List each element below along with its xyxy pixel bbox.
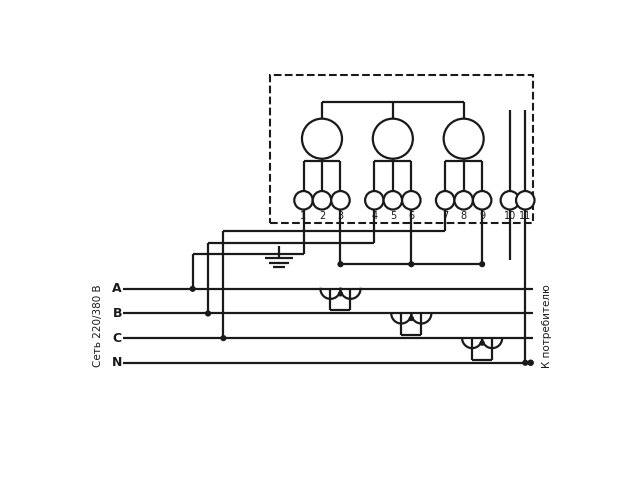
Circle shape	[516, 191, 534, 210]
Text: 4: 4	[371, 212, 378, 221]
Circle shape	[294, 191, 313, 210]
Text: 9: 9	[479, 212, 485, 221]
Circle shape	[479, 261, 485, 268]
Text: 5: 5	[390, 212, 396, 221]
Text: 11: 11	[519, 212, 531, 221]
Text: 8: 8	[461, 212, 466, 221]
Circle shape	[408, 261, 415, 268]
Circle shape	[373, 119, 413, 159]
Circle shape	[528, 360, 534, 366]
Circle shape	[473, 191, 491, 210]
Circle shape	[528, 360, 534, 366]
Circle shape	[455, 191, 473, 210]
Text: B: B	[112, 307, 122, 320]
Circle shape	[331, 191, 350, 210]
Circle shape	[500, 191, 519, 210]
Circle shape	[436, 191, 455, 210]
Circle shape	[205, 310, 211, 317]
Text: 3: 3	[337, 212, 344, 221]
Circle shape	[444, 119, 484, 159]
Circle shape	[313, 191, 331, 210]
Text: A: A	[112, 282, 122, 295]
Bar	[270, 75, 533, 223]
Circle shape	[302, 119, 342, 159]
Circle shape	[408, 316, 414, 321]
Circle shape	[365, 191, 384, 210]
Text: 1: 1	[300, 212, 307, 221]
Text: 10: 10	[503, 212, 516, 221]
Circle shape	[384, 191, 402, 210]
Text: C: C	[113, 332, 122, 345]
Text: К потребителю: К потребителю	[542, 284, 552, 368]
Circle shape	[337, 261, 344, 268]
Circle shape	[479, 340, 485, 346]
Circle shape	[522, 360, 528, 366]
Text: 2: 2	[319, 212, 325, 221]
Text: 7: 7	[442, 212, 449, 221]
Circle shape	[337, 291, 343, 296]
Text: Сеть 220/380 В: Сеть 220/380 В	[93, 284, 103, 367]
Circle shape	[402, 191, 421, 210]
Text: N: N	[112, 356, 122, 369]
Circle shape	[189, 286, 196, 292]
Text: 6: 6	[408, 212, 415, 221]
Circle shape	[220, 335, 226, 341]
